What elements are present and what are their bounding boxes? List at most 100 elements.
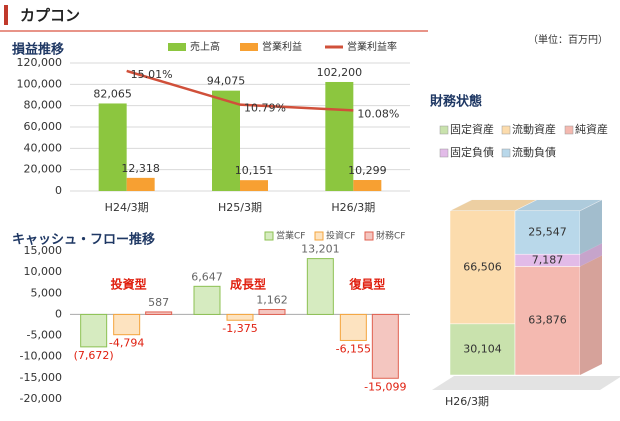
value-label: 82,065 bbox=[93, 87, 132, 100]
y-tick-label: 20,000 bbox=[24, 163, 63, 176]
value-label: 12,318 bbox=[121, 162, 160, 175]
legend-swatch bbox=[564, 125, 574, 135]
y-tick-label: 60,000 bbox=[24, 120, 63, 133]
value-label: 10.08% bbox=[357, 107, 399, 120]
legend-swatch bbox=[439, 125, 449, 135]
bar bbox=[126, 177, 155, 191]
bar bbox=[449, 323, 516, 376]
bar bbox=[240, 180, 268, 191]
y-tick-label: -15,000 bbox=[20, 371, 62, 384]
value-label: 102,200 bbox=[317, 66, 363, 79]
legend-label: 売上高 bbox=[190, 40, 220, 53]
legend-label: 営業CF bbox=[276, 230, 305, 242]
value-label: 63,876 bbox=[528, 314, 567, 327]
x-tick-label: H26/3期 bbox=[331, 201, 375, 214]
value-label: 10,299 bbox=[348, 164, 387, 177]
bar-top-shade bbox=[450, 199, 537, 211]
x-tick-label: H26/3期 bbox=[445, 395, 489, 408]
header-title: カプコン bbox=[20, 7, 80, 25]
value-label: 15.01% bbox=[131, 68, 173, 81]
value-label: 10,151 bbox=[235, 164, 274, 177]
value-label: 13,201 bbox=[301, 243, 340, 256]
bar-top-shade bbox=[515, 199, 602, 211]
bar bbox=[353, 180, 382, 191]
value-label: 7,187 bbox=[532, 253, 564, 266]
bar-side-shade bbox=[580, 255, 602, 375]
legend-label: 固定負債 bbox=[450, 145, 494, 159]
bar bbox=[371, 313, 399, 379]
bar bbox=[306, 258, 334, 315]
value-label: 1,162 bbox=[256, 294, 288, 307]
floor bbox=[432, 376, 620, 390]
y-tick-label: 5,000 bbox=[31, 286, 63, 299]
y-tick-label: 15,000 bbox=[24, 244, 63, 257]
y-tick-label: 80,000 bbox=[24, 99, 63, 112]
legend-swatch bbox=[314, 231, 324, 241]
legend-label: 純資産 bbox=[575, 123, 608, 136]
y-tick-label: 40,000 bbox=[24, 141, 63, 154]
bar-side bbox=[580, 243, 602, 267]
bar bbox=[98, 103, 127, 191]
annotation: 投資型 bbox=[111, 277, 147, 292]
bar bbox=[339, 313, 367, 341]
legend-swatch bbox=[264, 231, 274, 241]
bar bbox=[145, 311, 173, 315]
bar bbox=[212, 90, 240, 191]
y-tick-label: -20,000 bbox=[20, 392, 62, 405]
bar-side-shade bbox=[580, 199, 602, 255]
x-tick-label: H25/3期 bbox=[218, 201, 262, 214]
value-label: 587 bbox=[148, 296, 169, 309]
value-label: -15,099 bbox=[364, 380, 406, 393]
y-tick-label: 100,000 bbox=[17, 77, 63, 90]
value-label: 25,547 bbox=[528, 225, 567, 238]
y-tick-label: 120,000 bbox=[17, 56, 63, 69]
bar bbox=[258, 309, 286, 315]
bar bbox=[325, 81, 354, 191]
value-label: 10.79% bbox=[244, 102, 286, 115]
header-marker bbox=[4, 5, 8, 25]
bar bbox=[80, 313, 108, 348]
value-label: (7,672) bbox=[74, 349, 114, 362]
y-tick-label: 10,000 bbox=[24, 265, 63, 278]
bar-side bbox=[580, 199, 602, 255]
bar bbox=[226, 313, 254, 321]
bar bbox=[449, 210, 516, 325]
legend-label: 営業利益率 bbox=[347, 40, 397, 53]
value-label: -4,794 bbox=[109, 337, 144, 350]
legend-label: 営業利益 bbox=[262, 40, 302, 53]
value-label: 66,506 bbox=[463, 260, 502, 273]
value-label: -1,375 bbox=[222, 322, 257, 335]
bar bbox=[514, 266, 581, 376]
bar-side bbox=[580, 255, 602, 375]
y-tick-label: -5,000 bbox=[27, 329, 62, 342]
value-label: 94,075 bbox=[207, 75, 246, 88]
legend-swatch bbox=[501, 125, 511, 135]
legend-swatch bbox=[364, 231, 374, 241]
y-tick-label: 0 bbox=[55, 184, 62, 197]
y-tick-label: -10,000 bbox=[20, 350, 62, 363]
legend-label: 投資CF bbox=[326, 230, 355, 242]
y-tick-label: 0 bbox=[55, 307, 62, 320]
bar bbox=[193, 285, 221, 315]
legend-swatch bbox=[501, 148, 511, 158]
chart-title: キャッシュ・フロー推移 bbox=[12, 232, 155, 248]
annotation: 復員型 bbox=[348, 277, 385, 292]
legend-swatch bbox=[439, 148, 449, 158]
line bbox=[126, 69, 354, 112]
bar bbox=[514, 210, 581, 255]
bar-side-shade bbox=[580, 243, 602, 267]
legend-label: 財務CF bbox=[376, 230, 405, 242]
legend-label: 固定資産 bbox=[450, 122, 494, 136]
legend-swatch bbox=[168, 43, 186, 51]
value-label: -6,155 bbox=[336, 342, 371, 355]
legend-label: 流動資産 bbox=[512, 122, 556, 136]
x-tick-label: H24/3期 bbox=[105, 201, 149, 214]
unit-label: （単位：百万円） bbox=[528, 33, 608, 46]
legend-label: 流動負債 bbox=[512, 145, 556, 159]
chart-title: 損益推移 bbox=[12, 42, 64, 58]
legend-swatch bbox=[240, 43, 258, 51]
chart-title: 財務状態 bbox=[429, 94, 482, 110]
value-label: 6,647 bbox=[191, 270, 223, 283]
bar-top bbox=[514, 199, 603, 212]
